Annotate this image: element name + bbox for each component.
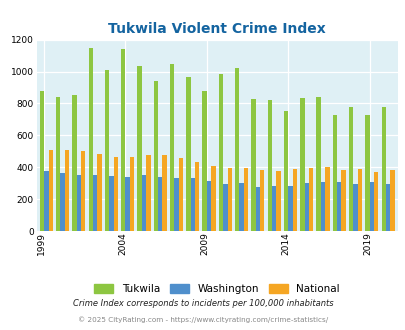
Bar (299, 98, 304, 231)
Text: Crime Index corresponds to incidents per 100,000 inhabitants: Crime Index corresponds to incidents per… (72, 299, 333, 308)
Bar (44, 171, 48, 231)
Bar (243, 168, 247, 231)
Bar (348, 107, 352, 231)
Bar (153, 81, 158, 231)
Bar (48, 150, 53, 231)
Bar (251, 99, 255, 231)
Bar (81, 151, 85, 231)
Legend: Tukwila, Washington, National: Tukwila, Washington, National (89, 278, 344, 299)
Bar (170, 64, 174, 231)
Bar (158, 177, 162, 231)
Bar (381, 107, 385, 231)
Bar (271, 186, 276, 231)
Bar (234, 68, 239, 231)
Bar (113, 157, 118, 231)
Bar (60, 173, 65, 231)
Bar (77, 175, 81, 231)
Bar (389, 170, 394, 231)
Bar (190, 178, 194, 231)
Bar (104, 70, 109, 231)
Bar (97, 154, 102, 231)
Bar (218, 74, 223, 231)
Bar (357, 169, 361, 231)
Bar (125, 177, 130, 231)
Bar (255, 187, 260, 231)
Bar (276, 171, 280, 231)
Title: Tukwila Violent Crime Index: Tukwila Violent Crime Index (108, 22, 325, 36)
Bar (207, 181, 211, 231)
Bar (332, 115, 336, 231)
Bar (283, 112, 288, 231)
Bar (88, 48, 93, 231)
Bar (308, 168, 313, 231)
Bar (211, 166, 215, 231)
Text: © 2025 CityRating.com - https://www.cityrating.com/crime-statistics/: © 2025 CityRating.com - https://www.city… (78, 317, 327, 323)
Bar (194, 162, 199, 231)
Bar (121, 49, 125, 231)
Bar (141, 175, 146, 231)
Bar (130, 157, 134, 231)
Bar (93, 175, 97, 231)
Bar (385, 184, 389, 231)
Bar (324, 167, 329, 231)
Bar (267, 100, 271, 231)
Bar (304, 183, 308, 231)
Bar (336, 182, 341, 231)
Bar (223, 184, 227, 231)
Bar (109, 176, 113, 231)
Bar (40, 91, 44, 231)
Bar (373, 172, 377, 231)
Bar (72, 95, 77, 231)
Bar (239, 183, 243, 231)
Bar (56, 97, 60, 231)
Bar (352, 184, 357, 231)
Bar (320, 182, 324, 231)
Bar (178, 158, 183, 231)
Bar (137, 66, 141, 231)
Bar (227, 168, 231, 231)
Bar (341, 170, 345, 231)
Bar (364, 115, 369, 231)
Bar (369, 182, 373, 231)
Bar (288, 186, 292, 231)
Bar (315, 97, 320, 231)
Bar (260, 170, 264, 231)
Bar (162, 155, 166, 231)
Bar (292, 169, 296, 231)
Bar (186, 77, 190, 231)
Bar (65, 150, 69, 231)
Bar (202, 91, 207, 231)
Bar (146, 155, 150, 231)
Bar (174, 178, 178, 231)
